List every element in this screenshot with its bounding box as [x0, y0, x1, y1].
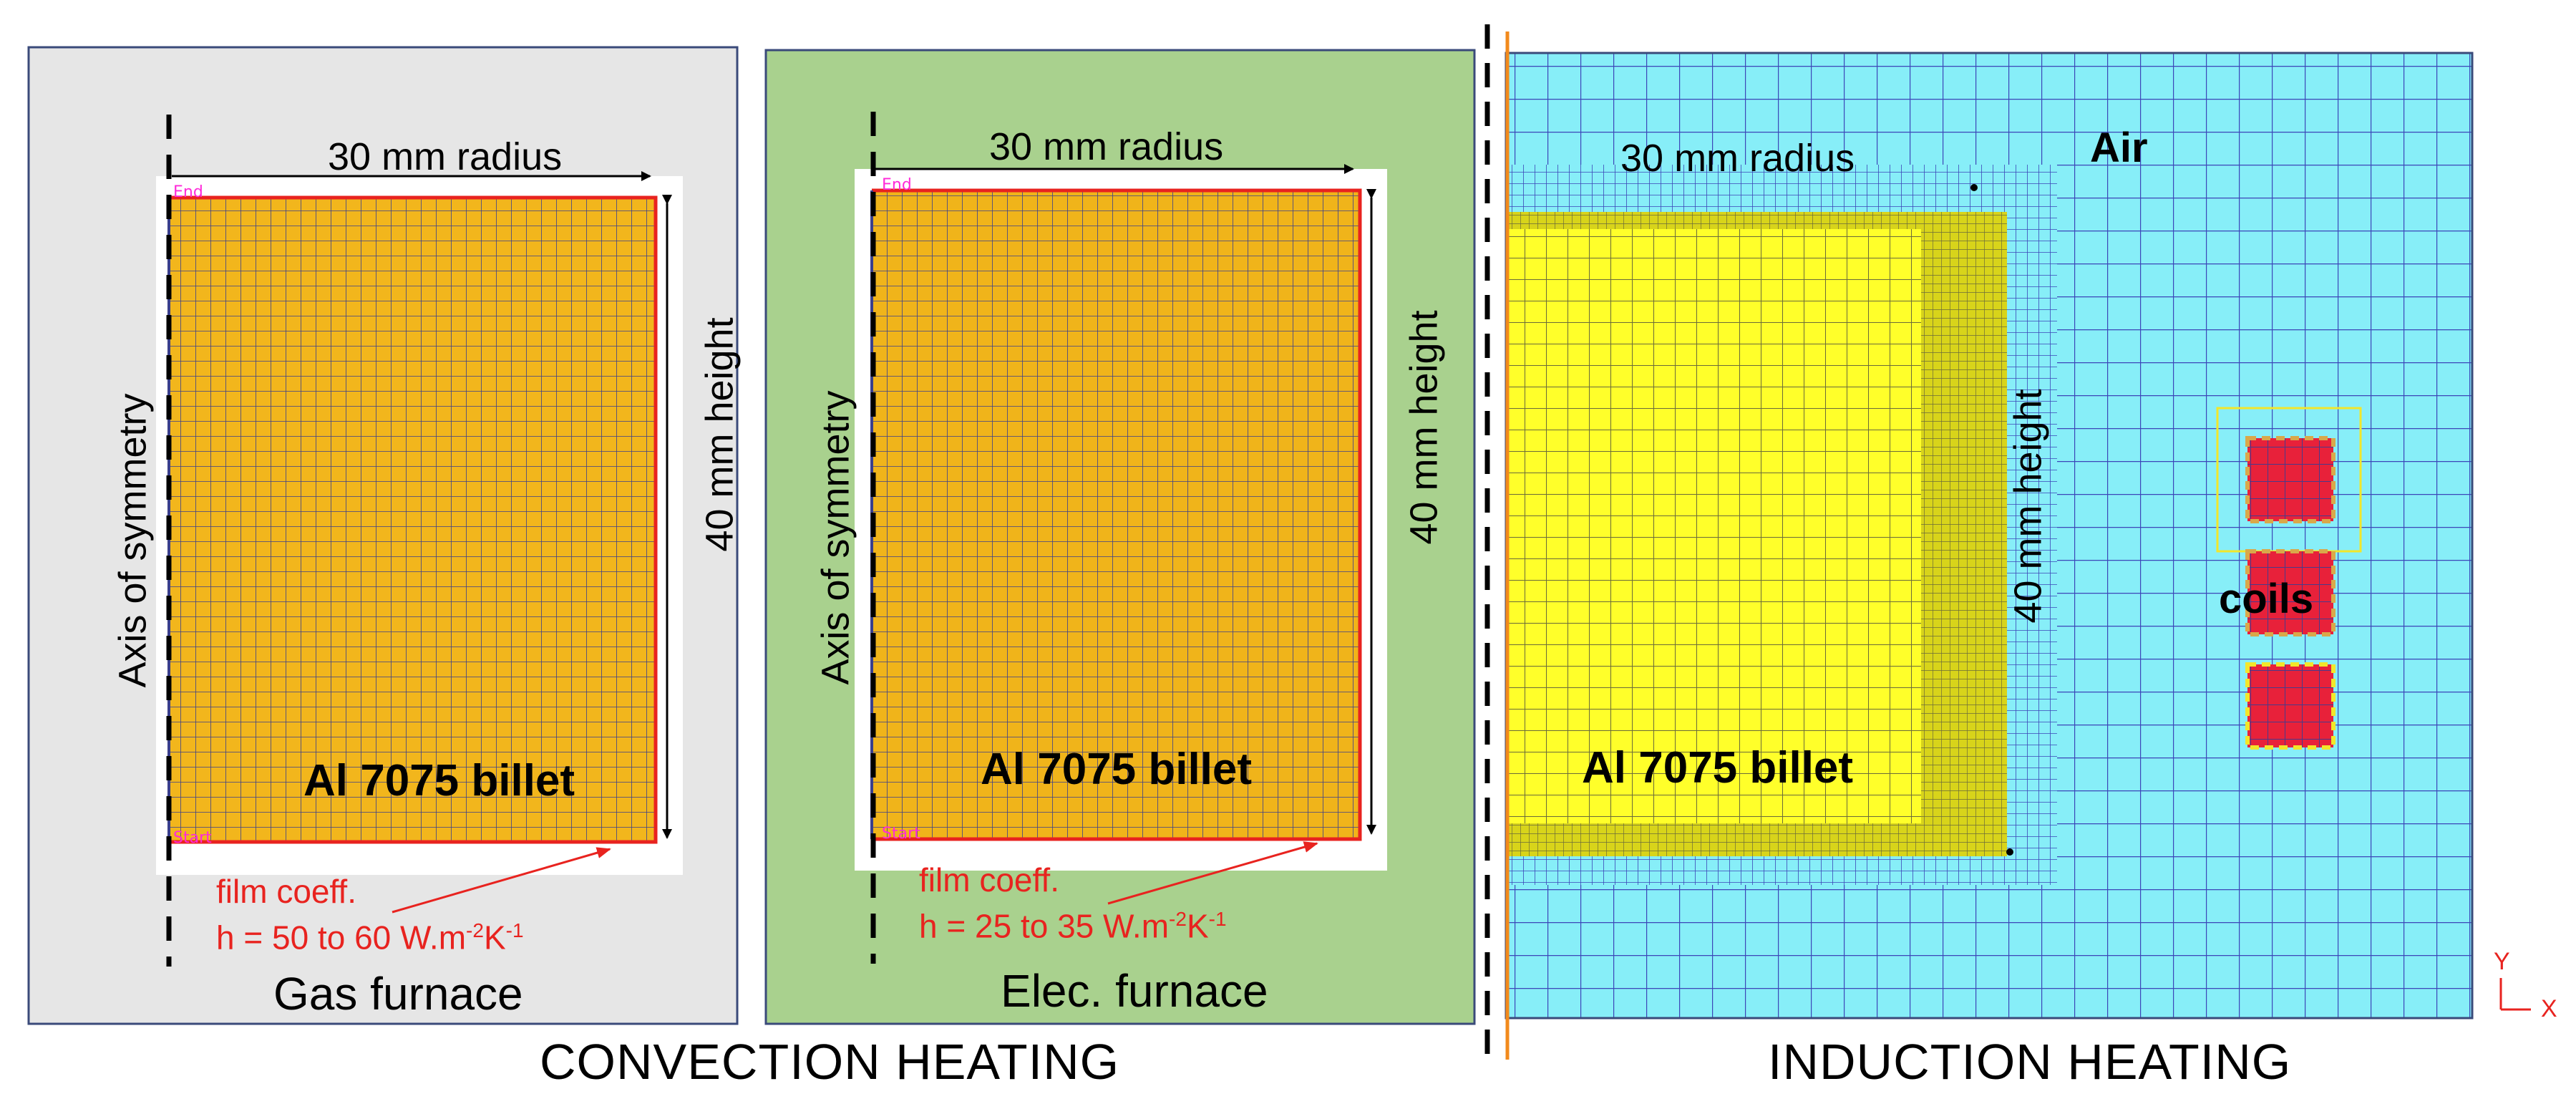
gas-film-line2: h = 50 to 60 W.m-2K-1: [216, 921, 524, 954]
gas-axis-label: Axis of symmetry: [111, 393, 155, 688]
elec-furnace-label: Elec. furnace: [1001, 965, 1268, 1017]
coil-1: [2245, 436, 2336, 523]
gas-billet-label: Al 7075 billet: [303, 756, 575, 805]
induction-radius-label: 30 mm radius: [1620, 137, 1855, 180]
gas-corner-top: End: [173, 183, 203, 201]
gas-film-line1: film coeff.: [216, 873, 356, 910]
gas-film-exp1: -2: [466, 919, 484, 941]
elec-radius-label: 30 mm radius: [989, 125, 1224, 168]
coil-3: [2245, 662, 2336, 750]
gas-film-text: h = 50 to 60 W.m: [216, 919, 467, 957]
coils-label: coils: [2219, 576, 2314, 622]
elec-film-text: h = 25 to 35 W.m: [919, 907, 1170, 945]
air-label: Air: [2090, 125, 2148, 171]
coil-2: [2245, 549, 2336, 636]
gas-film-exp2: -1: [505, 919, 524, 941]
elec-film-k: K: [1186, 907, 1209, 945]
triad-y-label: Y: [2494, 948, 2510, 975]
induction-billet-mesh: [1506, 229, 1921, 823]
gas-film-arrow: [392, 847, 611, 914]
gas-film-k: K: [483, 919, 506, 957]
gas-corner-bottom: Start: [173, 829, 212, 847]
elec-height-label: 40 mm height: [1402, 310, 1446, 545]
elec-film-line1: film coeff.: [919, 861, 1059, 899]
elec-billet-mesh: [872, 190, 1360, 839]
elec-film-exp2: -1: [1208, 908, 1227, 930]
elec-film-exp1: -2: [1169, 908, 1187, 930]
elec-corner-bottom: Start: [882, 825, 920, 843]
gas-furnace-label: Gas furnace: [273, 968, 523, 1020]
induction-height-label: 40 mm height: [2006, 389, 2050, 624]
gas-radius-label: 30 mm radius: [328, 135, 563, 178]
elec-axis-label: Axis of symmetry: [814, 390, 857, 685]
elec-film-line2: h = 25 to 35 W.m-2K-1: [919, 907, 1227, 945]
induction-billet-label: Al 7075 billet: [1582, 743, 1854, 793]
elec-corner-top: End: [882, 176, 912, 194]
induction-heading: INDUCTION HEATING: [1768, 1034, 2292, 1090]
gas-billet-mesh: [169, 198, 656, 842]
convection-heading: CONVECTION HEATING: [540, 1034, 1120, 1090]
elec-billet-label: Al 7075 billet: [981, 745, 1253, 794]
triad-x-label: X: [2541, 995, 2557, 1022]
elec-film-arrow: [1107, 841, 1318, 905]
gas-height-label: 40 mm height: [698, 317, 742, 552]
